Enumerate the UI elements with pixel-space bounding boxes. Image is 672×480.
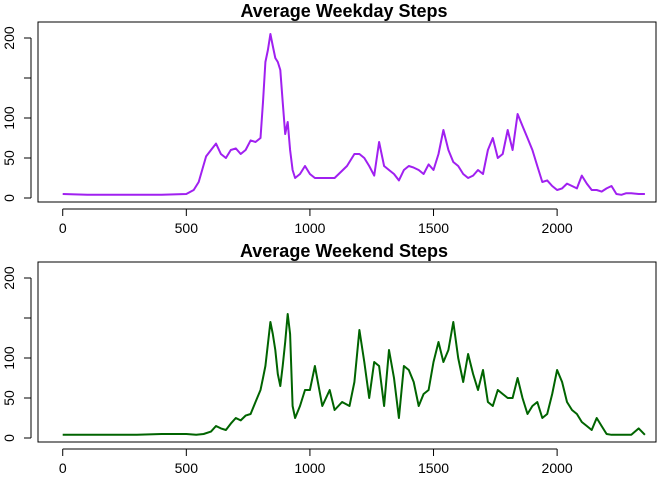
y-tick-label: 200 — [1, 26, 17, 50]
axis-ticks: 0 500 1000 1500 2000 0 50 100 200 — [1, 266, 573, 476]
axis-ticks: 0 500 1000 1500 2000 0 50 100 200 — [1, 26, 573, 236]
x-tick-label: 0 — [59, 220, 67, 236]
y-tick-label: 0 — [1, 434, 17, 442]
series-line — [62, 313, 646, 436]
panel-weekend: Average Weekend Steps 0 500 1000 1500 2000 0 5… — [1, 241, 657, 476]
series-group — [62, 33, 645, 196]
chart-title: Average Weekend Steps — [240, 241, 448, 261]
x-tick-label: 1500 — [418, 460, 449, 476]
x-tick-label: 2000 — [542, 220, 573, 236]
y-tick-label: 200 — [1, 266, 17, 290]
x-tick-label: 500 — [175, 460, 199, 476]
x-tick-label: 0 — [59, 460, 67, 476]
y-tick-label: 50 — [1, 150, 17, 166]
plot-frame — [37, 261, 657, 443]
series-group — [62, 313, 646, 436]
y-tick-label: 50 — [1, 390, 17, 406]
series-line — [62, 33, 645, 196]
x-tick-label: 1000 — [294, 460, 325, 476]
chart-title: Average Weekday Steps — [240, 1, 447, 21]
x-tick-label: 500 — [175, 220, 199, 236]
y-tick-label: 100 — [1, 346, 17, 370]
x-tick-label: 2000 — [542, 460, 573, 476]
panel-weekday: Average Weekday Steps 0 500 1000 1500 2000 0 5… — [1, 1, 657, 236]
x-tick-label: 1000 — [294, 220, 325, 236]
plot-frame — [37, 21, 657, 203]
y-tick-label: 0 — [1, 194, 17, 202]
y-tick-label: 100 — [1, 106, 17, 130]
x-tick-label: 1500 — [418, 220, 449, 236]
